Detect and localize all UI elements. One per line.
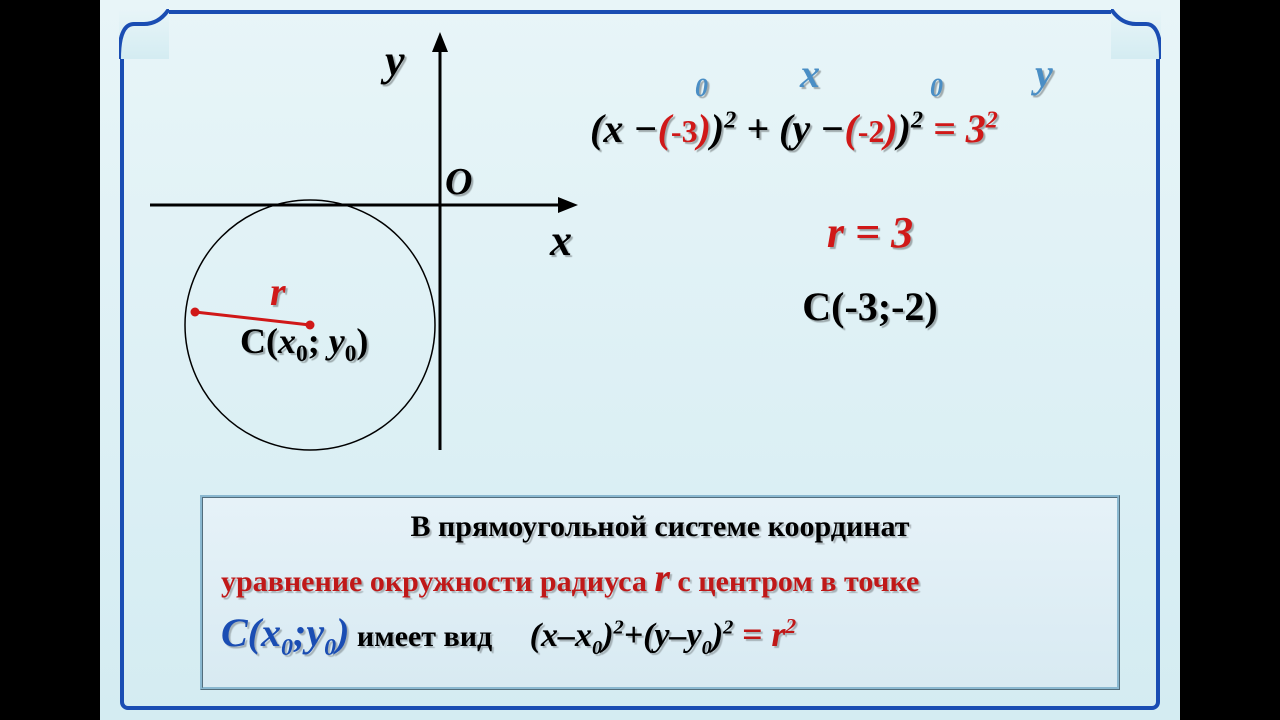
center-xsub: 0	[296, 341, 308, 367]
content-area: y x O r C(x0; y0) x0 y0 (x −(-3))2 + (y …	[140, 20, 1140, 700]
circle-equation: (x −(-3))2 + (y −(-2))2 = 32	[590, 105, 1150, 152]
general-formula: (x–x0)2+(y–y0)2 = r2	[530, 617, 797, 654]
def-line1: В прямоугольной системе координат	[221, 510, 1099, 544]
center-xvar: x	[278, 321, 296, 361]
y-axis-arrow	[432, 32, 448, 52]
y0-label: y0	[930, 50, 943, 103]
def-c-notation: C(x0;y0)	[221, 610, 349, 655]
radius-label: r	[270, 268, 286, 315]
center-sep: ;	[308, 321, 329, 361]
def-line3: C(x0;y0) имеет вид (x–x0)2+(y–y0)2 = r2	[221, 609, 1099, 662]
center-ysub: 0	[345, 341, 357, 367]
center-yvar: y	[329, 321, 345, 361]
def-line2: уравнение окружности радиуса r с центром…	[221, 554, 1099, 601]
coordinate-plane: y x O r C(x0; y0)	[140, 20, 640, 460]
y-axis-label: y	[385, 35, 405, 86]
radius-value: r = 3	[590, 207, 1150, 258]
center-label: C(x0; y0)	[240, 320, 368, 368]
origin-label: O	[445, 160, 472, 204]
r-squared: = r2	[742, 614, 796, 654]
center-prefix: C(	[240, 321, 278, 361]
equation-top-labels: x0 y0	[590, 50, 1150, 105]
slide: y x O r C(x0; y0) x0 y0 (x −(-3))2 + (y …	[100, 0, 1180, 720]
definition-box: В прямоугольной системе координат уравне…	[200, 495, 1120, 690]
center-value: C(-3;-2)	[590, 283, 1150, 330]
equals-rsq: = 32	[933, 106, 998, 151]
x0-label: x0	[695, 50, 708, 103]
x-axis-arrow	[558, 197, 578, 213]
radius-endpoint	[191, 308, 200, 317]
equation-area: x0 y0 (x −(-3))2 + (y −(-2))2 = 32 r = 3…	[590, 50, 1150, 330]
x-axis-label: x	[550, 215, 572, 266]
center-suffix: )	[356, 321, 368, 361]
